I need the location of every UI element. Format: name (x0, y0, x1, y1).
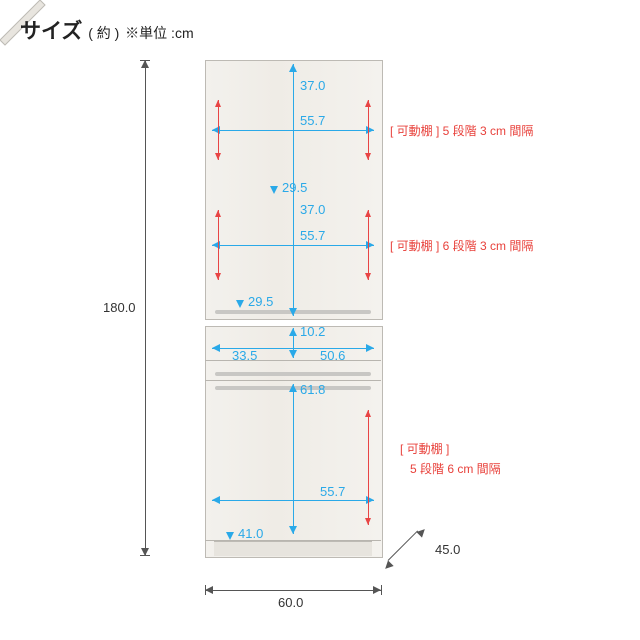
note-3a: [ 可動棚 ] (400, 440, 449, 457)
title-main: サイズ (20, 20, 82, 43)
title-approx: ( 約 ) (88, 25, 119, 41)
lbl-drawer-506: 50.6 (320, 348, 345, 363)
drawer-handle (215, 372, 371, 376)
lbl-drawer-h: 10.2 (300, 324, 325, 339)
red-u2-r (368, 210, 369, 280)
red-u1-l (218, 100, 219, 160)
door-top-line (205, 380, 381, 381)
lbl-u-295b: 29.5 (248, 294, 273, 309)
u-shelf1-w-line (212, 130, 374, 131)
red-u2-l (218, 210, 219, 280)
red-l-r (368, 410, 369, 525)
red-u1-r (368, 100, 369, 160)
lbl-lower-618: 61.8 (300, 382, 325, 397)
lbl-u-557a: 55.7 (300, 113, 325, 128)
lbl-lower-557: 55.7 (320, 484, 345, 499)
note-2: [ 可動棚 ] 6 段階 3 cm 間隔 (390, 237, 533, 254)
lower-h-line (293, 384, 294, 534)
diagram-stage: サイズ ( 約 ) ※単位 :cm 180.0 60.0 45.0 37.0 5… (0, 0, 640, 640)
note-3b: 5 段階 6 cm 間隔 (410, 460, 501, 477)
title-unit: ※単位 :cm (125, 25, 193, 41)
note-1: [ 可動棚 ] 5 段階 3 cm 間隔 (390, 122, 533, 139)
lbl-u-37a: 37.0 (300, 78, 325, 93)
dim-height-label: 180.0 (103, 300, 136, 315)
dim-depth-line (388, 530, 418, 560)
lbl-drawer-335: 33.5 (232, 348, 257, 363)
lbl-kick-41: 41.0 (238, 526, 263, 541)
lower-shelf-w-line (212, 500, 374, 501)
u-shelf2-w-line (212, 245, 374, 246)
lbl-u-37b: 37.0 (300, 202, 325, 217)
lbl-u-557b: 55.7 (300, 228, 325, 243)
kick-recess (214, 541, 372, 556)
dim-width-label: 60.0 (278, 595, 303, 610)
dim-width-line (205, 590, 381, 591)
dim-depth-label: 45.0 (435, 542, 460, 557)
dim-height-line (145, 60, 146, 556)
lbl-u-295a: 29.5 (282, 180, 307, 195)
title: サイズ ( 約 ) ※単位 :cm (20, 15, 194, 45)
